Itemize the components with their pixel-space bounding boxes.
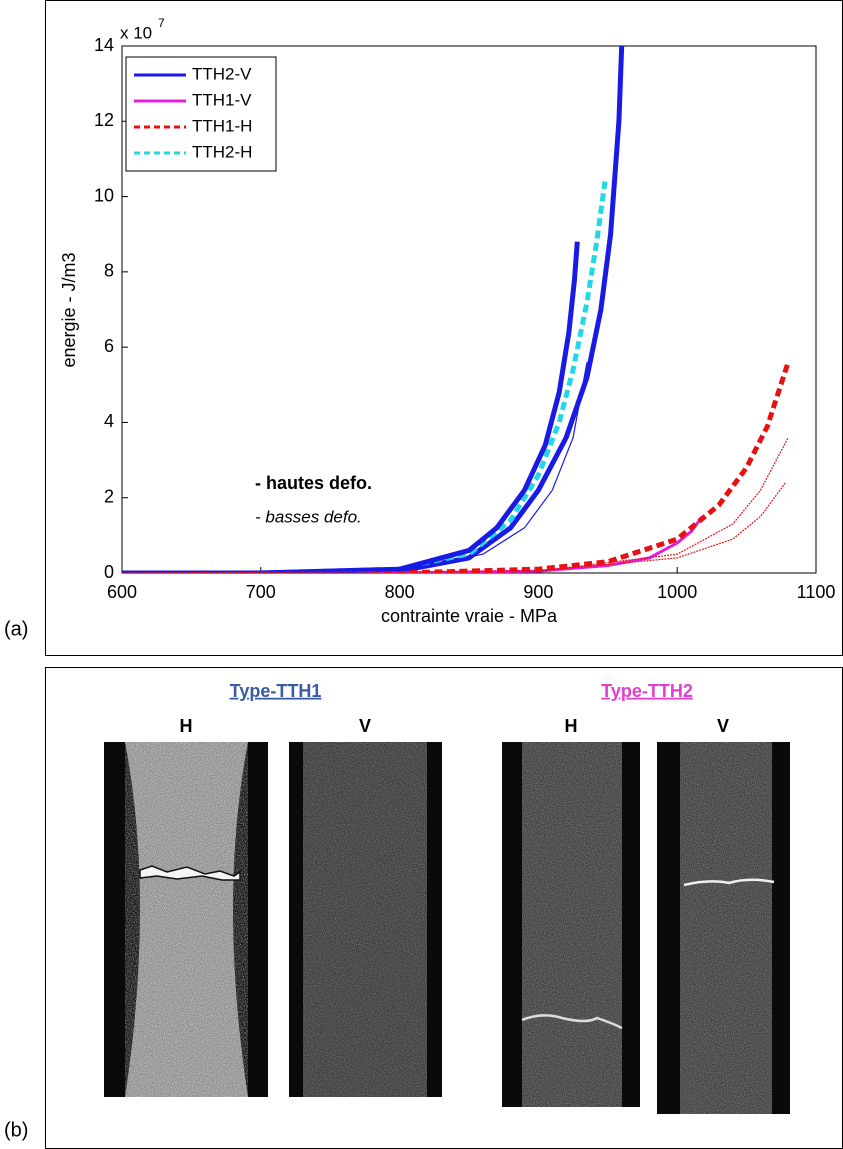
y-tick-label: 12: [94, 110, 114, 130]
y-tick-label: 2: [104, 486, 114, 506]
y-tick-label: 6: [104, 336, 114, 356]
series-line: [122, 181, 608, 573]
x-tick-label: 700: [246, 582, 276, 602]
x-axis-label: contrainte vraie - MPa: [381, 606, 558, 626]
photo-label: H: [180, 716, 193, 736]
x-tick-label: 600: [107, 582, 137, 602]
y-tick-label: 4: [104, 411, 114, 431]
y-axis-label: energie - J/m3: [59, 252, 79, 367]
y-tick-label: 10: [94, 185, 114, 205]
series-line: [122, 361, 791, 573]
group-title: Type-TTH2: [601, 681, 693, 701]
x-tick-label: 800: [385, 582, 415, 602]
y-tick-label: 14: [94, 35, 114, 55]
y-tick-label: 0: [104, 562, 114, 582]
series-line: [122, 362, 588, 573]
y-multiplier-exponent: 7: [158, 16, 165, 30]
y-tick-label: 8: [104, 261, 114, 281]
annotation: - hautes defo.: [255, 473, 372, 493]
photo: [657, 742, 790, 1114]
legend-label: TTH2-H: [192, 142, 252, 161]
photos: [104, 742, 790, 1114]
photo-label: V: [717, 716, 729, 736]
x-tick-label: 1000: [657, 582, 697, 602]
legend-label: TTH2-V: [192, 64, 252, 83]
panel-label: (a): [4, 618, 28, 640]
photo: [289, 742, 442, 1097]
series-line: [122, 241, 580, 573]
photo: [104, 742, 268, 1097]
annotation: - basses defo.: [255, 507, 362, 526]
photo: [502, 742, 640, 1107]
series-line: [122, 437, 789, 573]
legend-label: TTH1-V: [192, 90, 252, 109]
legend-label: TTH1-H: [192, 116, 252, 135]
group-title: Type-TTH1: [230, 681, 322, 701]
panel-label: (b): [4, 1119, 28, 1141]
y-multiplier: x 10: [120, 23, 152, 42]
photo-label: H: [565, 716, 578, 736]
series-line: [122, 482, 786, 573]
x-tick-label: 1100: [797, 582, 836, 602]
photo-label: V: [359, 716, 371, 736]
x-tick-label: 900: [523, 582, 553, 602]
